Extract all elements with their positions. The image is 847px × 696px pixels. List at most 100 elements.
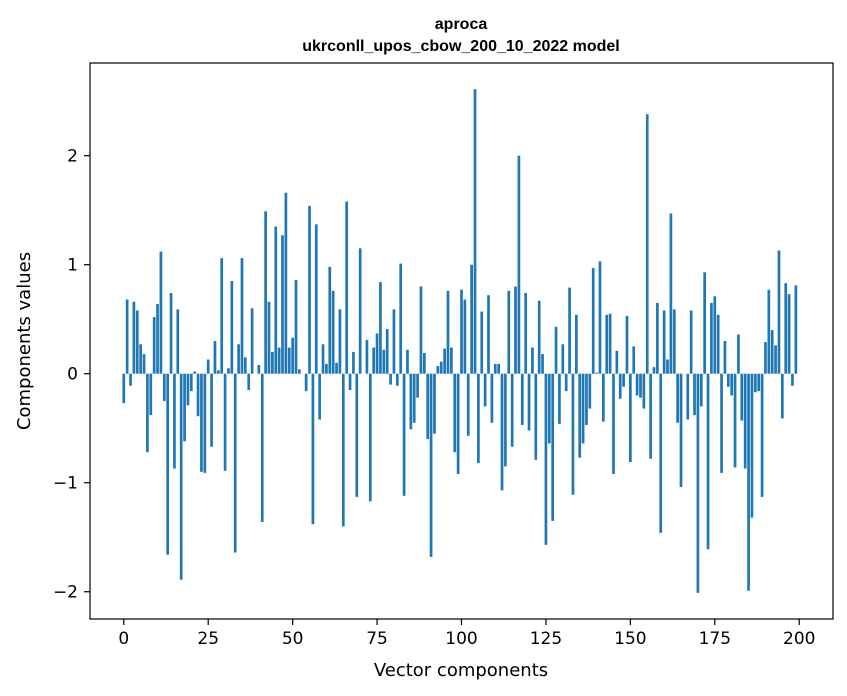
bar [325,363,328,374]
bar [463,299,467,374]
bar [358,248,362,374]
bar [264,211,267,374]
bar [139,344,143,374]
bar [652,367,656,374]
bar [429,373,433,557]
bar [314,224,318,374]
bar [189,373,193,392]
bar [794,285,798,374]
bar [331,290,335,374]
x-tick-label: 200 [783,629,815,649]
bar [426,373,430,440]
bar [534,373,538,460]
bar [551,373,555,521]
bar [237,344,240,374]
bar [382,349,386,374]
bar [385,329,389,374]
bar [784,283,788,374]
bar [531,347,534,374]
bar [291,337,294,374]
bar [152,317,156,374]
bar [129,373,132,386]
plot-frame [89,62,834,620]
y-axis-ticks: −2 −1 0 1 2 [53,147,90,603]
bar [743,373,747,469]
bar [581,373,585,444]
bar [176,309,180,374]
bar [409,373,413,430]
bar [574,314,578,374]
bar [213,341,217,374]
bar [541,354,544,374]
bar [642,373,646,409]
bar [524,293,528,374]
bar [760,373,764,497]
bar [504,373,507,467]
bar [206,359,210,374]
bar [544,373,548,545]
bar [612,373,615,475]
bar [341,373,345,527]
bar [645,114,649,374]
bar [615,350,619,374]
x-tick-label: 150 [614,629,646,649]
bar [666,359,669,374]
bar [629,373,632,463]
bar [210,373,213,447]
bar [780,373,784,419]
bar [635,373,639,396]
bar [649,373,652,459]
bar [764,342,767,374]
bar [450,347,453,374]
bar [132,301,136,374]
bar [402,373,406,496]
bar [656,302,659,374]
bar [770,330,774,374]
bar [321,344,325,374]
bar [483,373,487,407]
bar [216,370,220,374]
bar [166,373,170,555]
bar [179,373,183,580]
bar [223,373,227,471]
bar [730,373,734,396]
bar [318,373,321,420]
bar [365,339,369,374]
bar [726,373,730,387]
x-tick-label: 125 [530,629,562,649]
bar [777,250,781,374]
bar [173,373,176,469]
bar [693,373,696,416]
bar [298,369,301,374]
bar [460,289,463,374]
bar [774,345,777,374]
bar [436,366,440,374]
bar [500,373,504,491]
bar [274,226,278,374]
bar [527,373,531,431]
bar [547,373,551,444]
bar [308,205,311,374]
bar [466,373,470,436]
bar [348,373,352,391]
x-tick-label: 75 [366,629,388,649]
bar [281,235,284,374]
bar [699,373,703,407]
bar [352,351,355,374]
bar [142,354,146,374]
y-tick-label: −1 [53,474,78,494]
bar [392,309,396,374]
bar [220,258,224,374]
bar [537,300,541,374]
bar [554,326,558,374]
y-axis-label: Components values [14,252,35,430]
x-axis-label: Vector components [374,660,548,681]
bar [257,364,261,374]
bar [389,373,392,385]
bar [696,373,700,593]
bar [737,334,740,374]
bar [233,373,237,553]
bar [723,341,727,374]
bar [230,281,234,374]
bar [338,309,342,374]
